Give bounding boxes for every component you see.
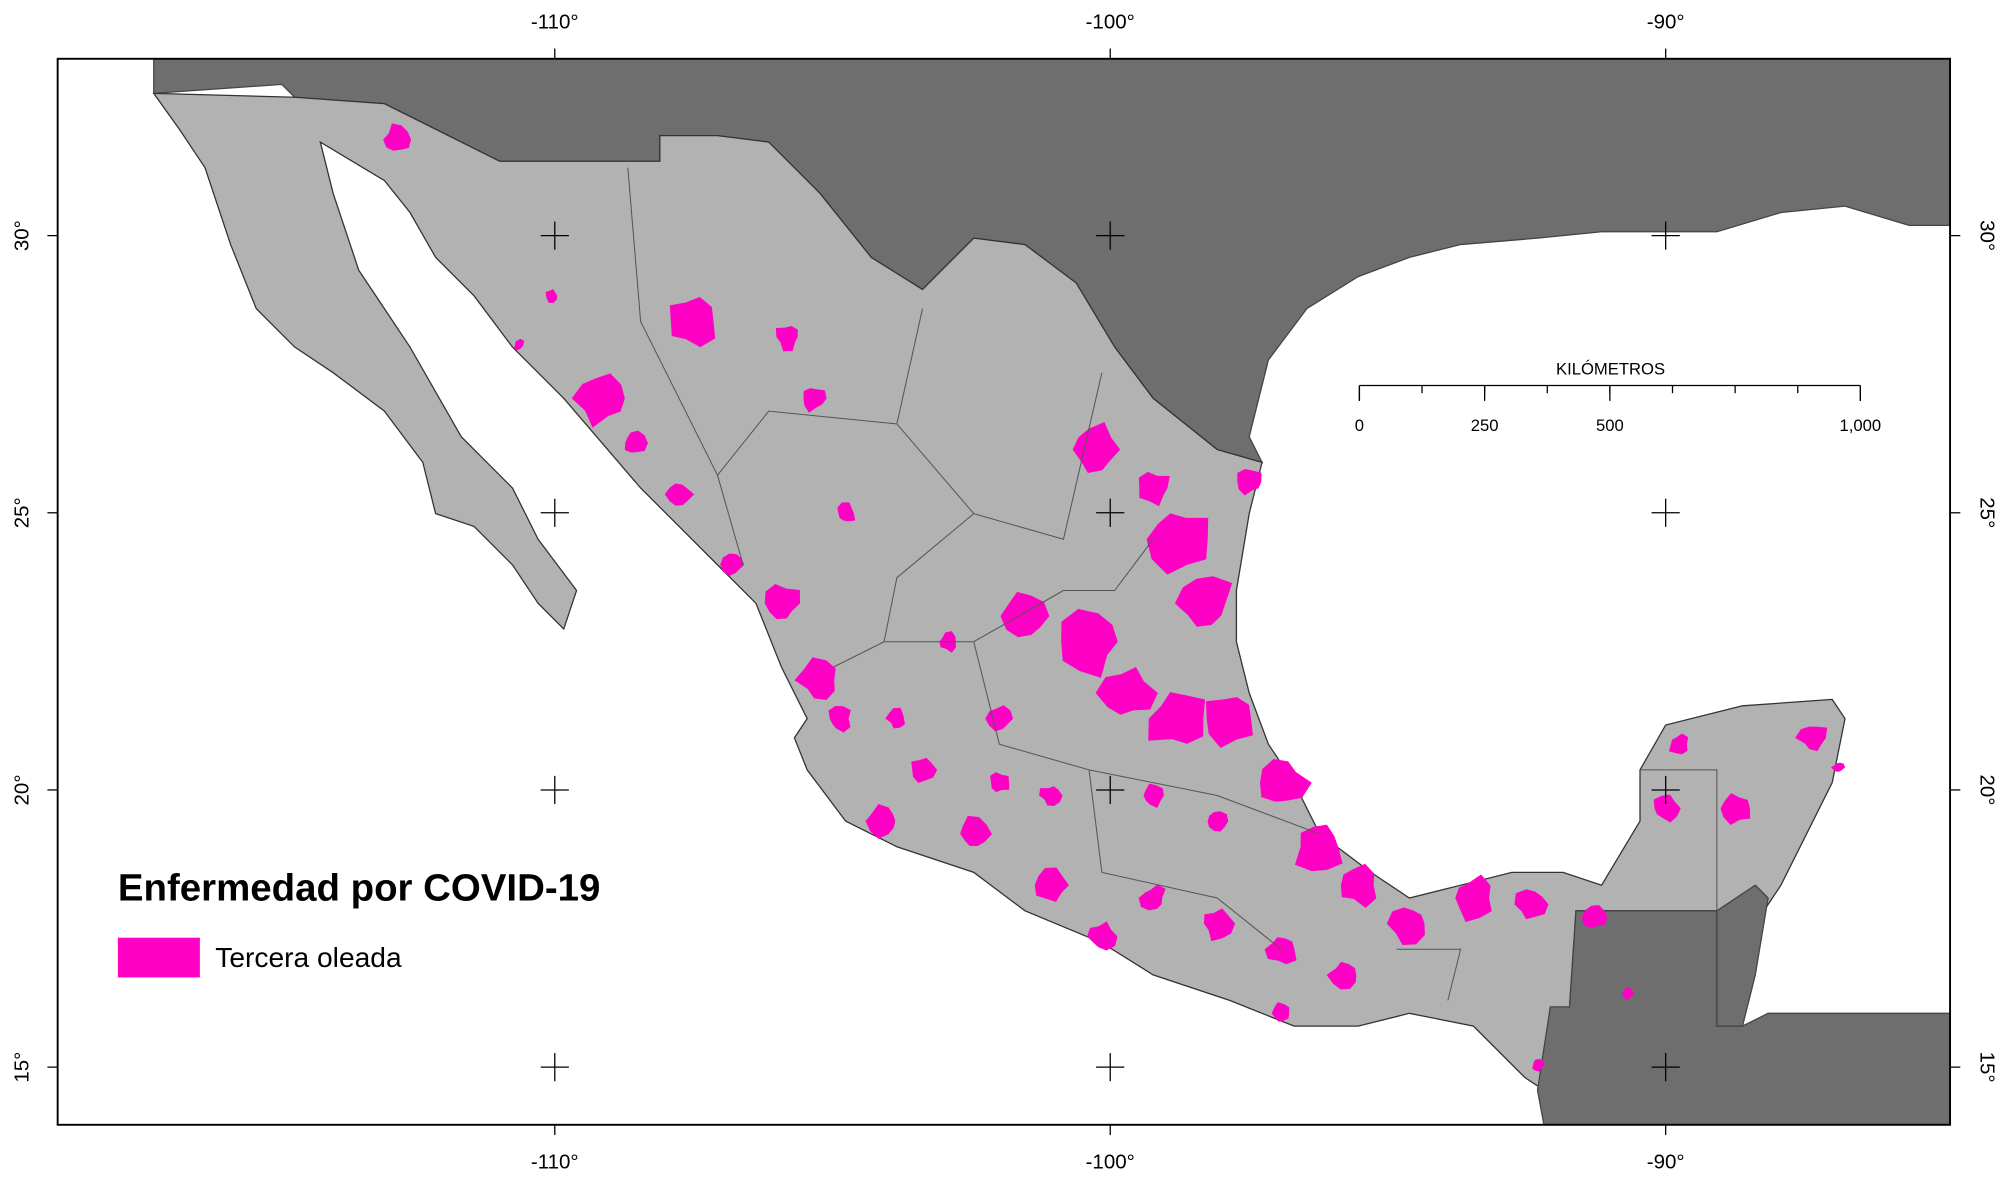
lat-label-left: 15° bbox=[10, 1052, 33, 1083]
graticule-cross bbox=[1096, 221, 1125, 250]
case-area bbox=[1271, 1002, 1290, 1022]
scale-label: 500 bbox=[1596, 416, 1624, 435]
case-area bbox=[624, 430, 648, 453]
legend: Enfermedad por COVID-19 Tercera oleada bbox=[117, 866, 601, 978]
case-area bbox=[828, 705, 851, 733]
case-area bbox=[1034, 867, 1069, 902]
graticule-cross bbox=[1651, 221, 1680, 250]
case-area bbox=[664, 483, 695, 506]
case-area bbox=[960, 815, 992, 846]
graticule-cross bbox=[1096, 1053, 1125, 1082]
case-area bbox=[1207, 811, 1229, 832]
case-area bbox=[1259, 758, 1312, 802]
lon-label-bottom: -90° bbox=[1647, 1151, 1685, 1174]
case-area bbox=[1532, 1058, 1546, 1072]
case-area bbox=[1138, 471, 1170, 507]
case-area bbox=[383, 123, 412, 151]
scale-title: KILÓMETROS bbox=[1556, 360, 1665, 379]
case-area bbox=[1386, 907, 1425, 946]
case-area bbox=[1143, 783, 1164, 809]
case-area bbox=[837, 502, 856, 522]
graticule-cross bbox=[1651, 1053, 1680, 1082]
case-area bbox=[513, 338, 525, 351]
lon-label-top: -90° bbox=[1647, 10, 1685, 33]
case-area bbox=[794, 657, 836, 701]
legend-label: Tercera oleada bbox=[215, 941, 402, 973]
case-area bbox=[1653, 794, 1681, 823]
graticule: -110° -110° -100° -100° -90° -90° 30° 30° 25° 25°… bbox=[10, 10, 1998, 1173]
case-area bbox=[1668, 733, 1689, 755]
case-area bbox=[775, 326, 798, 352]
case-area bbox=[1795, 726, 1828, 752]
case-area bbox=[1203, 908, 1236, 942]
graticule-cross bbox=[1651, 775, 1680, 805]
case-area bbox=[1000, 591, 1050, 638]
case-area bbox=[1061, 608, 1118, 678]
lat-label-right: 30° bbox=[1976, 220, 1999, 251]
case-area bbox=[764, 583, 801, 619]
case-area bbox=[990, 772, 1010, 793]
case-area bbox=[1095, 666, 1158, 715]
lat-label-right: 20° bbox=[1976, 774, 1999, 805]
case-area bbox=[545, 289, 558, 303]
case-area bbox=[571, 373, 625, 428]
lon-label-top: -100° bbox=[1086, 10, 1135, 33]
graticule-cross bbox=[540, 1053, 569, 1082]
case-area bbox=[1581, 905, 1608, 928]
belize bbox=[1716, 884, 1769, 1027]
graticule-cross bbox=[1096, 775, 1125, 805]
lon-label-top: -110° bbox=[531, 10, 579, 33]
case-area bbox=[865, 803, 896, 839]
scale-label: 250 bbox=[1471, 416, 1499, 435]
case-area bbox=[985, 705, 1014, 732]
scale-bar: KILÓMETROS 0 250 500 1,000 bbox=[1355, 360, 1881, 435]
case-area bbox=[1237, 469, 1262, 496]
graticule-cross bbox=[1651, 498, 1680, 527]
case-area bbox=[885, 707, 905, 729]
case-area bbox=[1514, 889, 1549, 920]
case-area bbox=[720, 553, 745, 576]
case-area bbox=[1174, 576, 1233, 627]
lat-label-left: 30° bbox=[10, 220, 33, 251]
case-area bbox=[1340, 863, 1377, 908]
case-area bbox=[1039, 786, 1063, 807]
guatemala bbox=[1536, 910, 1951, 1126]
graticule-cross bbox=[540, 775, 569, 805]
case-area bbox=[911, 757, 938, 783]
case-area bbox=[1720, 793, 1751, 825]
case-area bbox=[1087, 921, 1118, 951]
case-area bbox=[669, 296, 716, 348]
map-frame bbox=[56, 57, 1952, 1126]
case-area bbox=[803, 388, 827, 413]
mexico bbox=[152, 92, 1846, 1092]
lon-label-bottom: -110° bbox=[531, 1151, 579, 1174]
cases-layer bbox=[383, 123, 1846, 1072]
case-area bbox=[1264, 937, 1297, 965]
case-area bbox=[1148, 692, 1206, 744]
case-area bbox=[1294, 824, 1343, 872]
legend-swatch bbox=[117, 937, 200, 978]
case-area bbox=[1830, 762, 1846, 772]
lat-label-left: 25° bbox=[10, 497, 33, 528]
graticule-cross bbox=[1096, 498, 1125, 527]
graticule-cross bbox=[540, 498, 569, 527]
scale-label: 1,000 bbox=[1840, 416, 1882, 435]
lat-label-right: 15° bbox=[1976, 1052, 1999, 1083]
case-area bbox=[1621, 987, 1634, 1000]
case-area bbox=[1326, 961, 1357, 990]
lon-label-bottom: -100° bbox=[1086, 1151, 1135, 1174]
graticule-cross bbox=[540, 221, 569, 250]
scale-label: 0 bbox=[1355, 416, 1364, 435]
case-area bbox=[1146, 513, 1209, 575]
case-area bbox=[1138, 884, 1166, 911]
case-area bbox=[1206, 697, 1253, 748]
lat-label-right: 25° bbox=[1976, 497, 1999, 528]
state-borders bbox=[627, 167, 1718, 1001]
case-area bbox=[1072, 422, 1121, 474]
case-area bbox=[1455, 874, 1492, 922]
legend-title: Enfermedad por COVID-19 bbox=[118, 866, 601, 909]
lat-label-left: 20° bbox=[10, 774, 33, 805]
